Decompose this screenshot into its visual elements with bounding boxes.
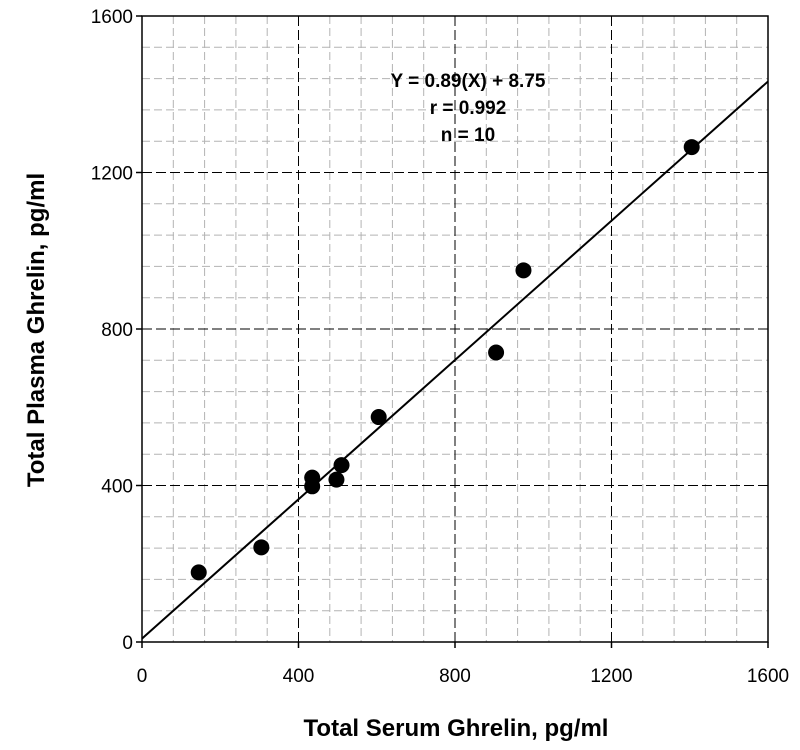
x-axis-title: Total Serum Ghrelin, pg/ml [304,715,609,742]
r-value-label: r = 0.992 [430,98,507,119]
x-tick-label: 1600 [747,666,789,687]
major-grid [142,16,768,642]
y-tick-label: 800 [101,320,133,341]
data-point [190,564,207,581]
data-point [370,409,387,426]
regression-annotations: Y = 0.89(X) + 8.75 r = 0.992 n = 10 [391,71,546,146]
data-point [488,344,505,361]
y-tick-label: 1200 [91,164,133,185]
data-points [190,139,700,581]
data-point [683,139,700,156]
n-value-label: n = 10 [441,125,495,146]
data-point [304,469,321,486]
regression-line [141,80,769,640]
data-point [515,262,532,279]
data-point [253,539,270,556]
y-tick-label: 400 [101,477,133,498]
y-tick-label: 0 [122,633,133,654]
axis-ticks [136,15,769,648]
y-tick-labels: 0 400 800 1200 1600 [91,7,133,654]
equation-label: Y = 0.89(X) + 8.75 [391,71,546,92]
x-tick-label: 800 [439,666,471,687]
x-tick-label: 0 [137,666,148,687]
data-point [328,471,345,488]
y-axis-title: Total Plasma Ghrelin, pg/ml [23,173,50,487]
x-tick-label: 1200 [590,666,632,687]
data-point [333,457,350,474]
x-tick-labels: 0 400 800 1200 1600 [137,666,789,687]
y-tick-label: 1600 [91,7,133,28]
x-tick-label: 400 [283,666,315,687]
